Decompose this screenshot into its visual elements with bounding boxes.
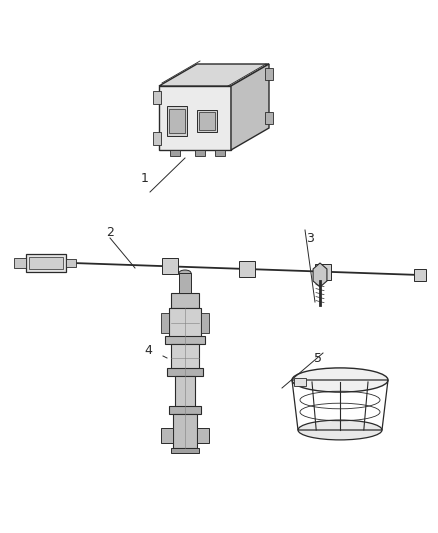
Polygon shape xyxy=(239,261,254,277)
Ellipse shape xyxy=(298,420,382,440)
Polygon shape xyxy=(169,308,201,338)
Polygon shape xyxy=(153,132,161,145)
Text: 4: 4 xyxy=(144,344,152,358)
Polygon shape xyxy=(215,150,225,156)
Polygon shape xyxy=(167,106,187,136)
Text: 5: 5 xyxy=(314,351,322,365)
Polygon shape xyxy=(159,86,231,150)
Polygon shape xyxy=(197,428,209,443)
Polygon shape xyxy=(162,259,178,274)
Polygon shape xyxy=(171,448,199,453)
Polygon shape xyxy=(170,150,180,156)
Polygon shape xyxy=(29,257,63,269)
Polygon shape xyxy=(171,344,199,370)
Polygon shape xyxy=(201,313,209,333)
Polygon shape xyxy=(175,376,195,408)
Text: 1: 1 xyxy=(141,172,149,184)
Text: 2: 2 xyxy=(106,227,114,239)
Polygon shape xyxy=(195,150,205,156)
Polygon shape xyxy=(169,406,201,414)
Polygon shape xyxy=(313,263,327,287)
Polygon shape xyxy=(199,112,215,130)
Polygon shape xyxy=(14,258,26,268)
Ellipse shape xyxy=(179,270,191,276)
Polygon shape xyxy=(167,368,203,376)
Polygon shape xyxy=(265,68,273,80)
Polygon shape xyxy=(171,293,199,308)
Ellipse shape xyxy=(292,368,388,392)
Polygon shape xyxy=(165,336,205,344)
Polygon shape xyxy=(197,110,217,132)
Polygon shape xyxy=(153,91,161,104)
Polygon shape xyxy=(161,313,169,333)
Polygon shape xyxy=(315,264,331,280)
Text: 3: 3 xyxy=(306,231,314,245)
Polygon shape xyxy=(231,64,269,150)
Polygon shape xyxy=(173,414,197,448)
Polygon shape xyxy=(414,269,426,281)
Polygon shape xyxy=(179,273,191,293)
Polygon shape xyxy=(294,378,306,386)
Polygon shape xyxy=(161,428,173,443)
Polygon shape xyxy=(159,64,269,86)
Polygon shape xyxy=(169,109,185,133)
Polygon shape xyxy=(26,254,66,272)
Polygon shape xyxy=(265,112,273,124)
Polygon shape xyxy=(66,259,76,267)
